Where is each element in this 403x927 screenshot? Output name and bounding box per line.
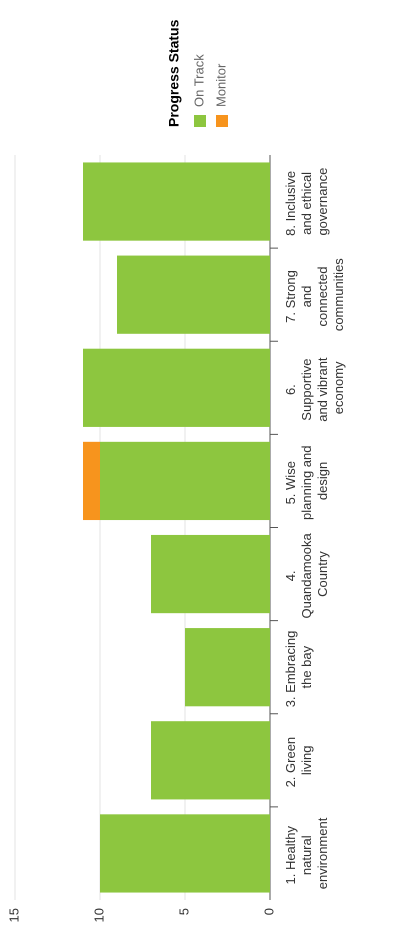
y-tick-label: 0 <box>261 908 276 915</box>
y-tick-label: 15 <box>6 908 21 922</box>
x-tick-label: 7. Strong and connected communities <box>283 258 346 331</box>
legend-swatch <box>194 115 206 127</box>
x-tick-label: 6. Supportive and vibrant economy <box>283 354 346 422</box>
x-tick-label: 2. Green living <box>283 733 314 787</box>
bar-segment <box>100 441 270 521</box>
bar-segment <box>83 441 100 521</box>
x-tick-label: 8. Inclusive and ethical governance <box>283 167 330 236</box>
legend-swatch <box>216 115 228 127</box>
bar-segment <box>151 534 270 614</box>
legend-label: On Track <box>191 54 206 107</box>
x-tick-label: 1. Healthy natural environment <box>283 817 330 889</box>
y-tick-label: 5 <box>176 908 191 915</box>
x-tick-label: 3. Embracing the bay <box>283 627 314 707</box>
y-tick-label: 10 <box>91 908 106 922</box>
bar-segment <box>83 162 270 241</box>
bar-segment <box>83 348 270 427</box>
x-tick-label: 5. Wise planning and design <box>283 442 330 520</box>
legend-label: Monitor <box>213 63 228 107</box>
legend-title: Progress Status <box>166 19 182 127</box>
bar-segment <box>117 255 270 334</box>
rotated-chart: 0 5 10 15 1. Healthy natural environment 2. G… <box>6 19 346 922</box>
bar-segment <box>185 628 270 707</box>
bar-segment <box>100 814 270 893</box>
x-tick-label: 4. Quandamooka Country <box>283 530 330 619</box>
bar-segment <box>151 721 270 800</box>
